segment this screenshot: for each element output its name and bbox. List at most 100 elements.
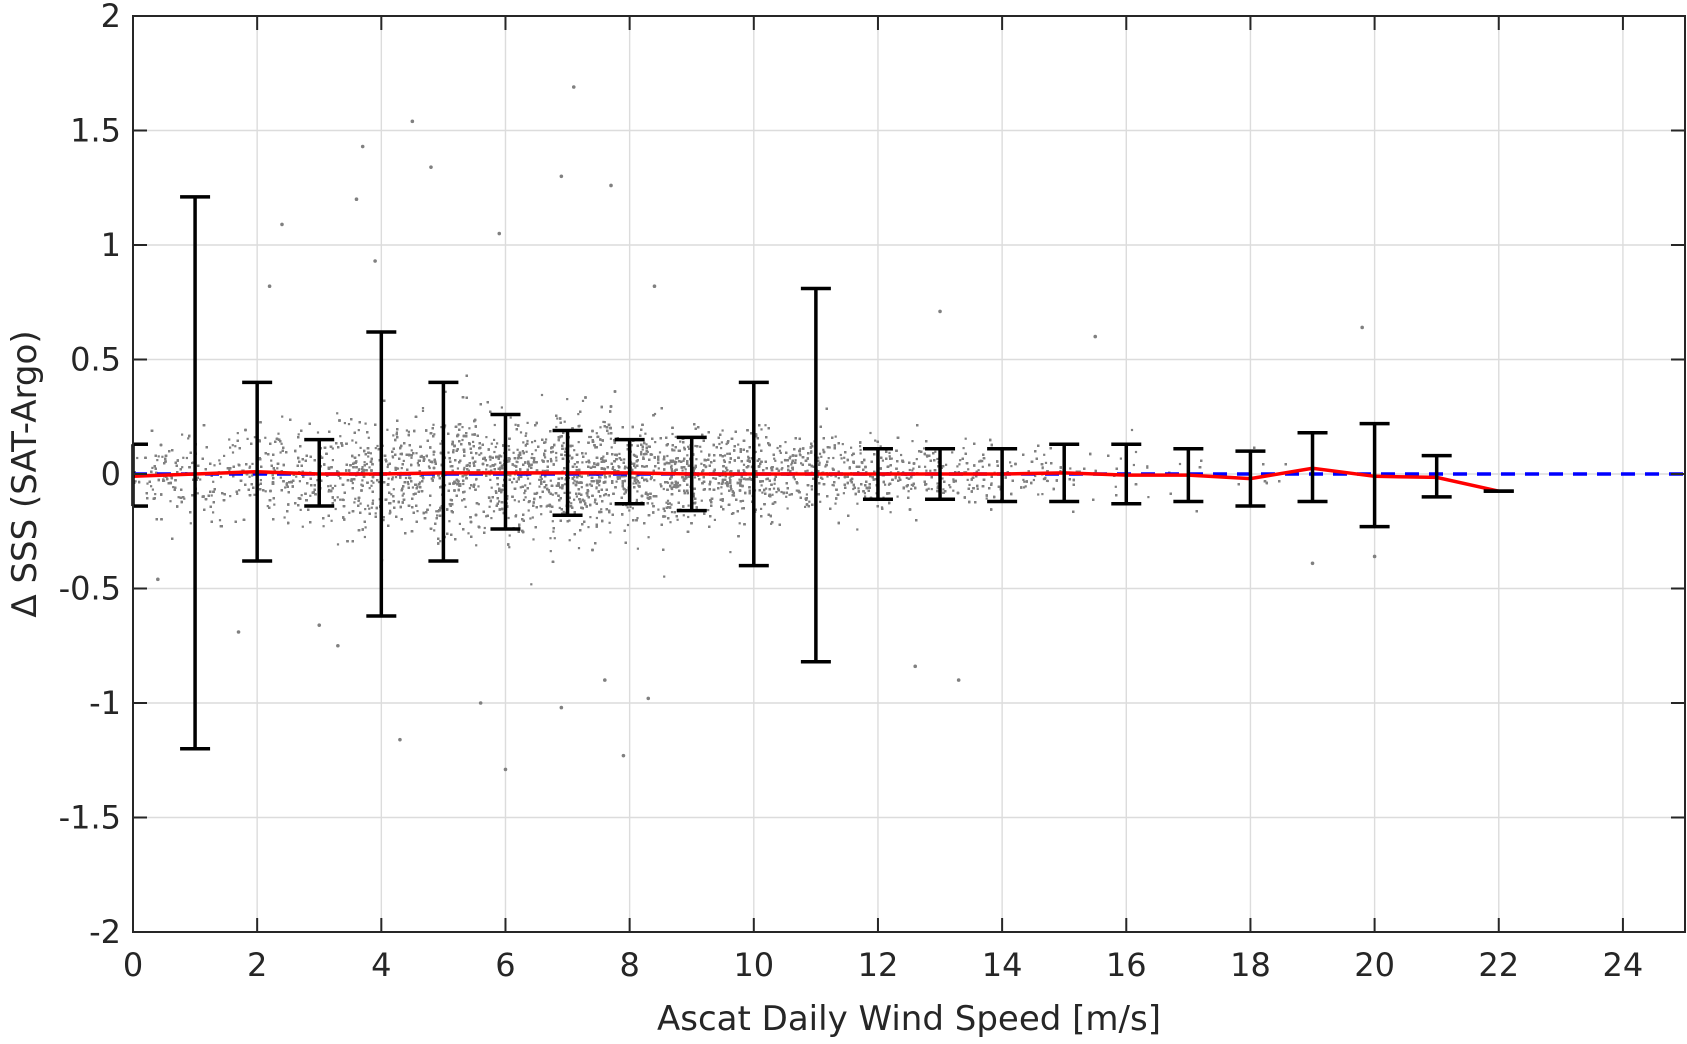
- scatter-point: [608, 432, 610, 434]
- scatter-point: [518, 500, 520, 502]
- scatter-point: [348, 512, 350, 514]
- scatter-point: [281, 416, 283, 418]
- scatter-point: [936, 482, 938, 484]
- scatter-point: [448, 520, 450, 522]
- scatter-point: [822, 449, 824, 451]
- scatter-point: [599, 426, 601, 428]
- scatter-point: [777, 447, 779, 449]
- scatter-point: [432, 424, 434, 426]
- scatter-point: [874, 440, 876, 442]
- scatter-point: [559, 507, 561, 509]
- scatter-point: [671, 448, 673, 450]
- scatter-point: [1133, 464, 1135, 466]
- scatter-point: [1023, 481, 1025, 483]
- scatter-point: [361, 466, 363, 468]
- scatter-point: [358, 454, 360, 456]
- scatter-point: [773, 488, 775, 490]
- scatter-point: [563, 442, 565, 444]
- scatter-point: [238, 489, 240, 491]
- scatter-point: [368, 466, 370, 468]
- scatter-point: [234, 445, 236, 447]
- scatter-point: [556, 417, 558, 419]
- scatter-point: [627, 506, 629, 508]
- scatter-point: [407, 483, 409, 485]
- scatter-point: [549, 537, 551, 539]
- scatter-point: [530, 583, 532, 585]
- scatter-point: [859, 445, 861, 447]
- scatter-point: [679, 441, 681, 443]
- scatter-point: [724, 454, 726, 456]
- scatter-point: [664, 510, 666, 512]
- scatter-point: [406, 429, 408, 431]
- scatter-point: [707, 509, 709, 511]
- scatter-point: [1010, 465, 1012, 467]
- scatter-point: [804, 506, 806, 508]
- scatter-point: [658, 467, 660, 469]
- scatter-point: [1046, 480, 1048, 482]
- scatter-point: [528, 509, 530, 511]
- scatter-point: [508, 546, 510, 548]
- scatter-point: [673, 449, 675, 451]
- scatter-point: [986, 497, 988, 499]
- scatter-point: [773, 458, 775, 460]
- scatter-point: [925, 470, 927, 472]
- scatter-point: [1043, 454, 1045, 456]
- scatter-point: [212, 511, 214, 513]
- scatter-point: [888, 452, 890, 454]
- scatter-point: [1037, 493, 1039, 495]
- scatter-point: [529, 517, 531, 519]
- scatter-point: [636, 517, 638, 519]
- scatter-point: [760, 508, 762, 510]
- scatter-point: [663, 488, 665, 490]
- scatter-point: [720, 493, 722, 495]
- scatter-point: [959, 459, 961, 461]
- scatter-point: [956, 465, 958, 467]
- scatter-point: [701, 500, 703, 502]
- scatter-point: [900, 454, 902, 456]
- scatter-point: [585, 461, 587, 463]
- scatter-point: [574, 463, 576, 465]
- scatter-point: [729, 477, 731, 479]
- scatter-point: [795, 459, 797, 461]
- scatter-point: [249, 466, 251, 468]
- scatter-point: [799, 448, 801, 450]
- scatter-point: [643, 466, 645, 468]
- scatter-point: [405, 477, 407, 479]
- scatter-point: [585, 452, 587, 454]
- scatter-point: [683, 460, 685, 462]
- scatter-point: [375, 512, 377, 514]
- scatter-point: [667, 500, 669, 502]
- scatter-point: [534, 440, 536, 442]
- scatter-point: [600, 511, 602, 513]
- scatter-point: [358, 499, 360, 501]
- scatter-point: [633, 482, 635, 484]
- scatter-point: [172, 486, 174, 488]
- scatter-point: [564, 492, 566, 494]
- scatter-point: [889, 455, 891, 457]
- scatter-point: [552, 531, 554, 533]
- scatter-point: [249, 476, 251, 478]
- scatter-point: [513, 452, 515, 454]
- scatter-point: [247, 438, 249, 440]
- scatter-point: [779, 450, 781, 452]
- scatter-point: [232, 451, 234, 453]
- scatter-point: [808, 501, 810, 503]
- scatter-point: [273, 504, 275, 506]
- scatter-point: [408, 431, 410, 433]
- scatter-point: [501, 406, 503, 408]
- scatter-point: [834, 503, 836, 505]
- scatter-point: [819, 453, 821, 455]
- scatter-point: [832, 457, 834, 459]
- scatter-point: [890, 511, 892, 513]
- scatter-point: [685, 468, 687, 470]
- scatter-point: [370, 485, 372, 487]
- scatter-point: [364, 461, 366, 463]
- scatter-point: [372, 500, 374, 502]
- scatter-point: [436, 514, 438, 516]
- scatter-point: [949, 486, 951, 488]
- scatter-point: [281, 443, 283, 445]
- scatter-point: [493, 510, 495, 512]
- scatter-point: [332, 447, 334, 449]
- scatter-point: [807, 470, 809, 472]
- scatter-point: [220, 476, 222, 478]
